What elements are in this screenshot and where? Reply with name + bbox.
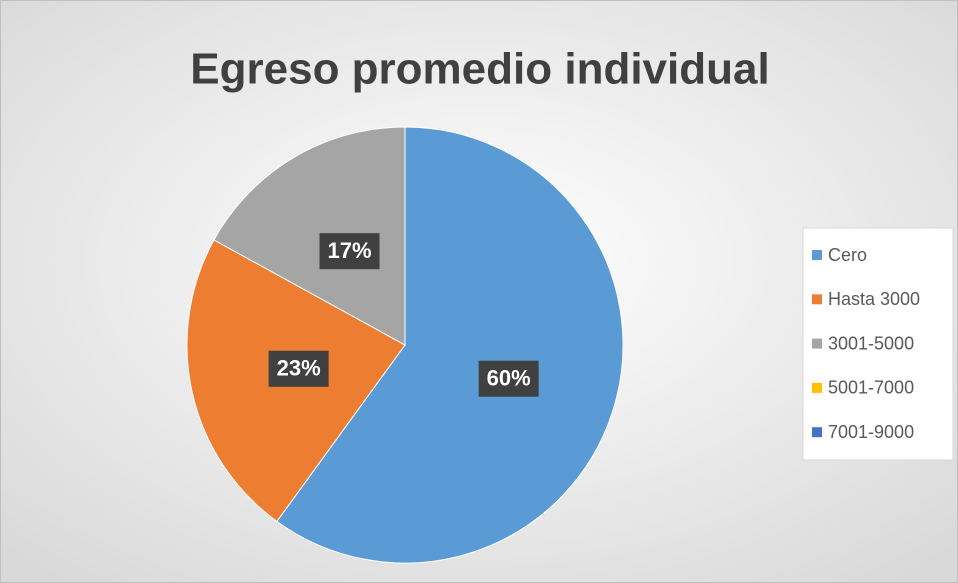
legend-swatch <box>812 294 822 305</box>
legend-swatch <box>812 250 822 260</box>
legend-label: Cero <box>828 245 867 265</box>
chart-title: Egreso promedio individual <box>190 45 769 94</box>
legend-label: 5001-7000 <box>828 378 914 398</box>
data-label: 17% <box>327 238 371 263</box>
legend-label: 3001-5000 <box>828 333 914 353</box>
data-label-box <box>478 360 539 397</box>
data-label-box <box>319 233 380 270</box>
pie-slice <box>213 126 406 346</box>
legend-label: Hasta 3000 <box>828 289 920 309</box>
legend-swatch <box>812 338 822 349</box>
legend-swatch <box>812 382 822 393</box>
pie-slice <box>276 126 624 564</box>
legend-label: 7001-9000 <box>828 422 914 442</box>
data-label: 23% <box>277 356 321 381</box>
data-label-box <box>268 350 329 387</box>
legend <box>802 227 954 461</box>
data-label: 60% <box>487 365 531 390</box>
legend-swatch <box>812 427 822 438</box>
